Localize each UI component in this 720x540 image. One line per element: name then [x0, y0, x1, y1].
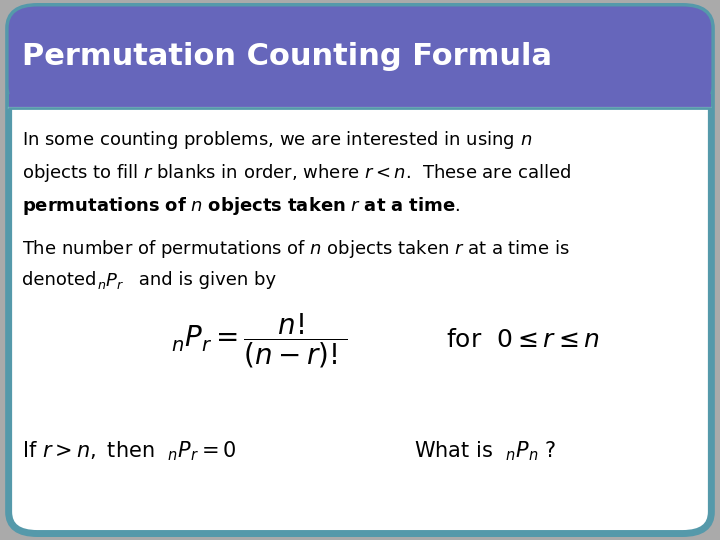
Text: What is  ${}_{n}P_{n}$ ?: What is ${}_{n}P_{n}$ ? — [414, 439, 557, 463]
Text: $_{n}P_{r}$: $_{n}P_{r}$ — [97, 271, 125, 291]
Text: ${}_{n}P_{r} = \dfrac{n!}{(n-r)!}$: ${}_{n}P_{r} = \dfrac{n!}{(n-r)!}$ — [171, 311, 347, 369]
Bar — [9, 94, 711, 108]
Text: denoted: denoted — [22, 271, 102, 289]
FancyBboxPatch shape — [9, 6, 711, 108]
Text: Permutation Counting Formula: Permutation Counting Formula — [22, 42, 552, 71]
Text: for  $0 \leq r \leq n$: for $0 \leq r \leq n$ — [446, 328, 600, 352]
FancyBboxPatch shape — [9, 6, 711, 534]
Text: objects to fill $r$ blanks in order, where $r < n$.  These are called: objects to fill $r$ blanks in order, whe… — [22, 162, 570, 184]
Text: and is given by: and is given by — [133, 271, 276, 289]
Text: If $r > n,$ then  ${}_{n}P_{r} = 0$: If $r > n,$ then ${}_{n}P_{r} = 0$ — [22, 439, 236, 463]
Text: In some counting problems, we are interested in using $n$: In some counting problems, we are intere… — [22, 129, 532, 151]
Text: The number of permutations of $n$ objects taken $r$ at a time is: The number of permutations of $n$ object… — [22, 238, 570, 260]
Text: $\mathbf{permutations\ of}$ $\mathbf{\mathit{n}}$ $\mathbf{objects\ taken}$ $\ma: $\mathbf{permutations\ of}$ $\mathbf{\ma… — [22, 195, 459, 218]
